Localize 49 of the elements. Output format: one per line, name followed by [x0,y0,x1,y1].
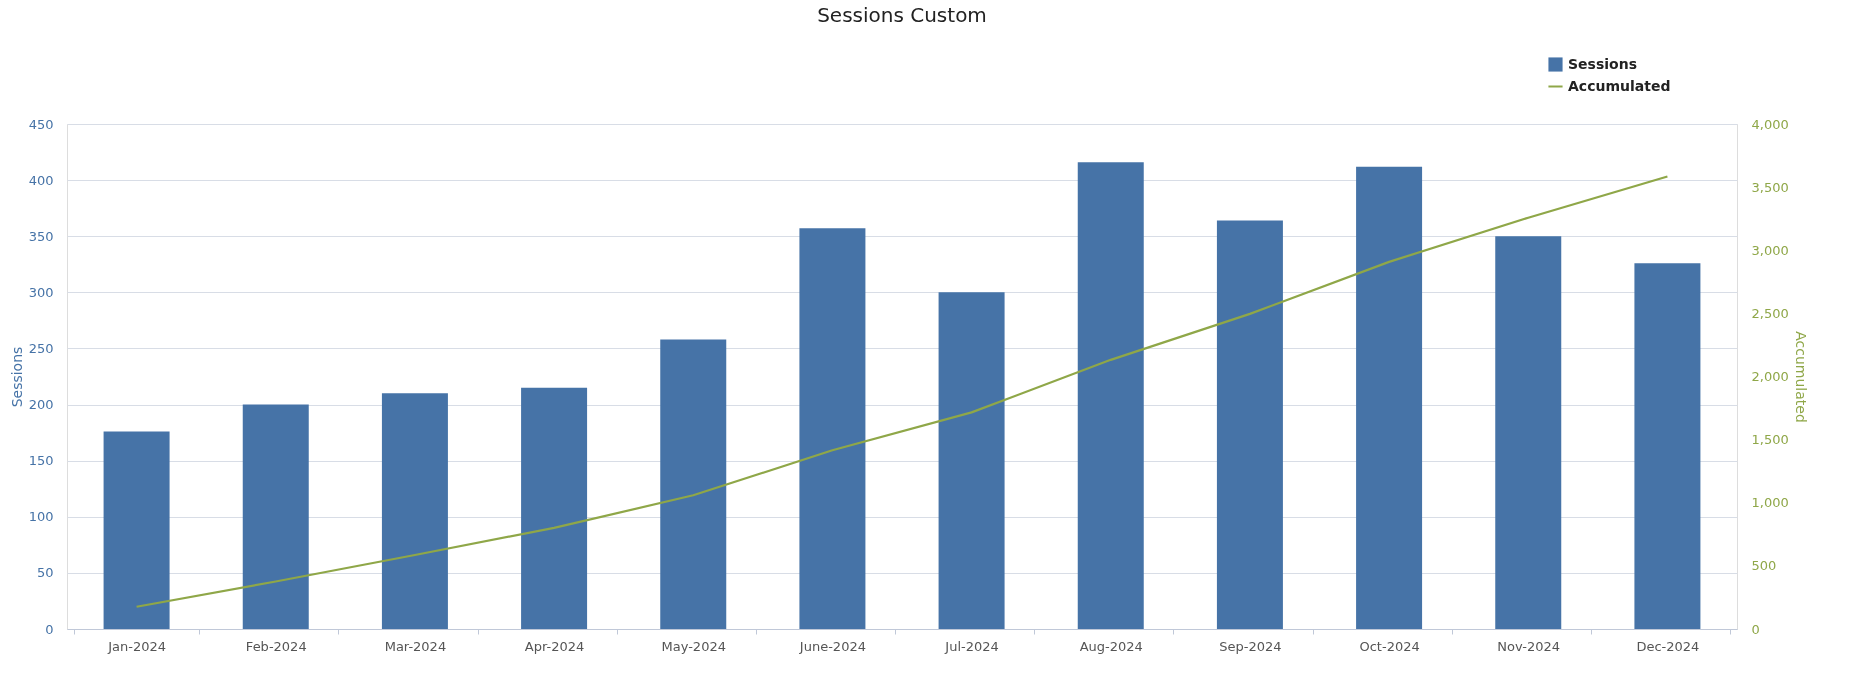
x-tick-label: Oct-2024 [1359,638,1420,654]
x-tick-label: Sep-2024 [1219,638,1282,654]
y2-tick-label: 1,500 [1751,432,1789,448]
bar [1356,166,1423,629]
x-tick-label: Apr-2024 [524,638,585,654]
bar [799,228,866,629]
y-tick-label: 150 [28,453,54,469]
x-tick-label: Jul-2024 [944,638,999,654]
bar [1077,162,1144,629]
y2-tick-label: 2,500 [1751,305,1789,321]
chart-title: Sessions Custom [817,3,987,27]
bar [1216,220,1283,629]
legend-label: Accumulated [1568,77,1671,94]
y-tick-label: 100 [28,509,54,525]
bar [1634,263,1701,629]
bar [103,431,170,629]
x-tick-label: Mar-2024 [384,638,447,654]
x-tick-label: Feb-2024 [245,638,307,654]
x-tick-label: Dec-2024 [1636,638,1700,654]
y-tick-label: 0 [45,621,54,637]
y-tick-label: 50 [36,565,54,581]
bar [1495,236,1562,629]
y-tick-label: 400 [28,172,54,188]
bar [938,292,1005,629]
x-tick-label: Aug-2024 [1079,638,1143,654]
x-tick-label: June-2024 [798,638,866,654]
y-tick-label: 450 [28,116,54,132]
y2-tick-label: 3,500 [1751,179,1789,195]
bar [242,404,309,629]
y2-tick-label: 3,000 [1751,242,1789,258]
bar [381,393,448,629]
line-series [135,175,1669,608]
x-tick-label: May-2024 [661,638,726,654]
y-axis-title: Sessions [8,346,25,408]
y2-tick-label: 4,000 [1751,116,1789,132]
y-tick-label: 250 [28,340,54,356]
y-tick-label: 200 [28,397,54,413]
bar [660,339,727,629]
y-tick-label: 350 [28,228,54,244]
x-tick-label: Nov-2024 [1497,638,1561,654]
y2-tick-label: 1,000 [1751,495,1789,511]
legend-label: Sessions [1568,55,1637,72]
bar [521,387,588,629]
y2-tick-label: 0 [1751,621,1760,637]
y2-tick-label: 500 [1751,558,1777,574]
y2-tick-label: 2,000 [1751,369,1789,384]
x-tick-label: Jan-2024 [107,638,166,654]
y-tick-label: 300 [28,284,54,300]
y2-axis-title: Accumulated [1792,331,1809,423]
